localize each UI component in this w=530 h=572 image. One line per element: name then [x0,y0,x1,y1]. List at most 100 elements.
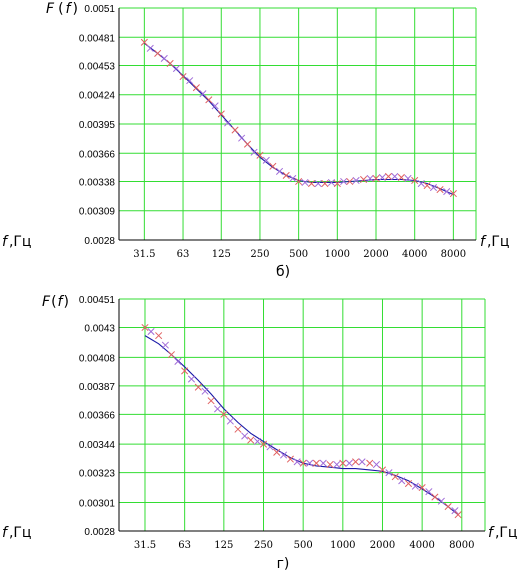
y-tick-label: 0.00408 [79,353,116,364]
data-point-marker [404,479,413,488]
data-point-marker [359,175,368,184]
y-tick-label: 0.0043 [84,323,115,334]
data-point-marker [397,173,405,182]
data-point-marker [437,497,445,505]
data-point-marker [417,179,425,188]
y-tick-label: 0.0028 [84,527,115,538]
x-axis-label-left: f ,Гц [2,234,31,250]
data-point-marker [391,473,399,481]
measured-markers-layer [141,323,462,519]
data-point-marker [187,375,196,383]
data-point-marker [425,488,433,496]
data-point-marker [161,341,169,349]
data-point-marker [226,417,234,425]
chart-panel-b: 0.0028 0.00309 0.00338 0.00366 0.00395 0.0042… [2,1,509,280]
data-point-marker [352,176,360,185]
x-tick-label: 31.5 [133,249,155,260]
x-tick-label: 500 [289,249,308,260]
data-point-marker [312,459,320,467]
data-point-marker [398,477,406,485]
data-point-marker [358,458,366,466]
data-point-marker [243,140,252,148]
fit-curve-line [144,42,454,196]
x-tick-label: 250 [250,249,269,260]
data-point-marker [247,436,255,444]
data-point-marker [211,102,219,110]
data-point-marker [147,328,155,336]
data-point-marker [333,179,341,188]
y-tick-label: 0.00301 [79,499,116,510]
axes-frame [118,299,485,532]
data-point-marker [418,484,426,492]
data-point-marker [179,73,187,81]
data-point-marker [238,134,246,142]
x-tick-label: 31.5 [134,540,156,551]
fit-curve-line [144,335,459,516]
data-point-marker [181,367,189,375]
data-point-marker [214,405,222,413]
data-point-marker [174,357,182,365]
y-tick-labels: 0.0028 0.00309 0.00338 0.00366 0.00395 0.0042… [79,4,116,247]
data-point-marker [160,54,168,62]
data-point-marker [172,64,181,73]
x-tick-label: 125 [214,540,233,551]
data-point-marker [266,443,274,451]
data-point-marker [306,459,314,467]
panel-label: б) [276,264,290,280]
data-point-marker [326,460,334,469]
data-point-marker [186,77,194,85]
y-tick-label: 0.00366 [79,149,116,160]
y-tick-label: 0.00387 [79,382,116,393]
x-tick-label: 2000 [370,540,395,551]
y-tick-label: 0.00453 [79,61,116,72]
data-point-marker [231,126,239,134]
y-tick-label: 0.00366 [79,410,116,421]
measured-markers-layer [140,38,457,198]
data-point-marker [295,177,303,186]
data-point-marker [372,460,381,469]
x-tick-label: 8000 [441,249,466,260]
data-point-marker [391,172,399,181]
data-point-marker [429,183,438,192]
x-tick-label: 2000 [363,249,388,260]
data-point-marker [140,38,148,46]
data-point-marker [411,482,419,490]
fit-curve-layer [144,335,459,516]
data-point-marker [262,156,270,164]
axes-frame [118,8,476,241]
data-point-marker [352,458,360,466]
data-point-marker [146,44,154,52]
data-point-marker [207,397,215,405]
data-point-marker [444,503,452,511]
y-tick-label: 0.00323 [79,469,116,480]
data-point-marker [366,174,374,183]
data-point-marker [443,188,451,196]
data-point-marker [154,49,162,57]
data-point-marker [289,174,297,183]
data-point-marker [201,387,209,395]
data-point-marker [282,171,290,179]
data-point-marker [166,59,174,68]
x-tick-label: 250 [254,540,273,551]
data-point-marker [269,162,277,170]
data-point-marker [454,511,462,519]
y-tick-label: 0.00395 [79,120,116,131]
data-point-marker [345,459,353,467]
data-point-marker [241,432,249,440]
data-point-marker [217,110,225,118]
data-point-marker [423,181,431,190]
x-tick-label: 63 [177,249,190,260]
grid-lines [119,7,477,241]
x-axis-label-right: f ,Гц [480,234,509,250]
data-point-marker [378,466,387,474]
data-point-marker [314,179,322,188]
data-point-marker [259,440,268,448]
data-point-marker [253,437,262,446]
data-point-marker [384,172,393,181]
data-point-marker [327,178,335,187]
data-point-marker [205,96,213,104]
data-point-marker [275,167,284,175]
data-point-marker [411,176,419,185]
y-axis-label: F(f) [46,1,78,17]
